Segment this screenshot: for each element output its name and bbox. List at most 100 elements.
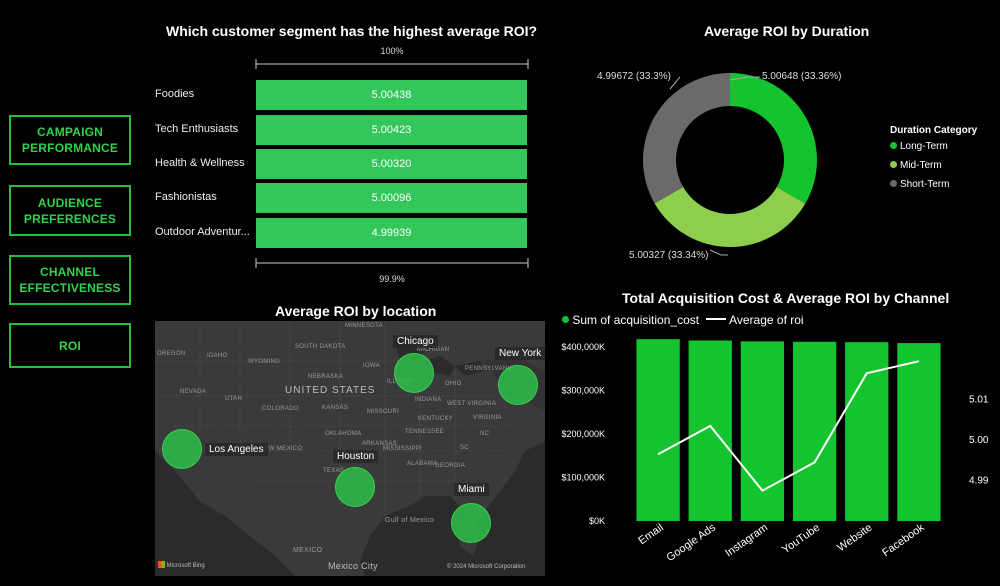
map-state-label: SOUTH DAKOTA [295, 344, 346, 350]
channel-chart-legend: Sum of acquisition_cost Average of roi [562, 313, 804, 327]
donut-slice-long-term[interactable] [730, 73, 817, 204]
map-city-label: Houston [333, 450, 379, 463]
legend-item-long-term[interactable]: Long-Term [890, 141, 948, 152]
legend-bar-label[interactable]: Sum of acquisition_cost [572, 313, 700, 327]
map-state-label: UTAH [225, 396, 243, 402]
legend-line-icon [706, 318, 727, 320]
map-state-label: MISSOURI [367, 409, 400, 415]
map-mexico-label: MEXICO [293, 547, 323, 554]
x-tick-label: Google Ads [664, 521, 718, 564]
map-state-label: KANSAS [322, 405, 349, 411]
map-state-label: ARKANSAS [362, 441, 398, 447]
bing-label: Microsoft Bing [166, 563, 205, 569]
microsoft-logo-icon [158, 561, 165, 568]
nav-audience-preferences-button[interactable]: AUDIENCE PREFERENCES [9, 185, 131, 236]
legend-bar-dot-icon [562, 316, 569, 323]
bing-logo: Microsoft Bing [158, 561, 205, 569]
map-state-label: WEST VIRGINIA [447, 401, 497, 407]
nav-campaign-performance-button[interactable]: CAMPAIGN PERFORMANCE [9, 115, 131, 165]
bar-youtube[interactable] [792, 341, 837, 521]
map-state-label: OKLAHOMA [325, 431, 362, 437]
x-tick-label: YouTube [780, 522, 822, 557]
donut-label-long-term: 5.00648 (33.36%) [762, 71, 842, 82]
map-state-label: WYOMING [248, 359, 281, 365]
y-left-tick-label: $300,000K [561, 386, 605, 396]
y-left-tick-label: $200,000K [561, 429, 605, 439]
y-left-tick-label: $100,000K [561, 473, 605, 483]
map-bubble-los-angeles[interactable] [162, 429, 202, 469]
x-tick-label: Email [636, 522, 665, 548]
roi-line[interactable] [657, 360, 920, 492]
segment-row[interactable]: Fashionistas 5.00096 [155, 183, 535, 213]
map-state-label: NEVADA [180, 389, 207, 395]
legend-line-label[interactable]: Average of roi [729, 313, 804, 327]
map-state-label: IDAHO [207, 353, 228, 359]
duration-chart-title: Average ROI by Duration [704, 23, 870, 39]
map-state-label: KENTUCKY [418, 416, 454, 422]
legend-label: Short-Term [900, 179, 950, 190]
map-state-label: NC [480, 431, 490, 437]
legend-item-mid-term[interactable]: Mid-Term [890, 160, 942, 171]
bar-google-ads[interactable] [688, 340, 732, 521]
donut-slice-mid-term[interactable] [654, 186, 806, 248]
x-tick-label: Instagram [723, 522, 770, 560]
segment-bar[interactable]: 5.00423 [256, 115, 527, 145]
map-city-label: Los Angeles [205, 443, 268, 456]
map-state-label: TEXAS [323, 468, 345, 474]
bar-website[interactable] [845, 342, 889, 521]
map-state-label: MISSISSIPPI [383, 446, 422, 452]
map-state-label: VIRGINIA [473, 415, 502, 421]
segment-bar[interactable]: 4.99939 [256, 218, 527, 248]
location-map[interactable]: MINNESOTA OREGON IDAHO WYOMING SOUTH DAK… [155, 321, 545, 576]
map-state-label: NEBRASKA [308, 374, 344, 380]
segment-row[interactable]: Outdoor Adventur... 4.99939 [155, 218, 535, 248]
map-bubble-chicago[interactable] [394, 353, 434, 393]
legend-item-short-term[interactable]: Short-Term [890, 179, 949, 190]
map-state-label: MICHIGAN [417, 347, 450, 353]
map-copyright: © 2024 Microsoft Corporation [447, 564, 526, 570]
map-mexico-city-label: Mexico City [328, 561, 378, 571]
map-city-label: Chicago [393, 335, 438, 348]
segment-scale-bottom: 99.9% [379, 274, 405, 284]
segment-row[interactable]: Tech Enthusiasts 5.00423 [155, 115, 535, 145]
donut-label-mid-term: 5.00327 (33.34%) [629, 250, 709, 261]
segment-bar[interactable]: 5.00438 [256, 80, 527, 110]
channel-chart-title: Total Acquisition Cost & Average ROI by … [622, 290, 950, 306]
map-bubble-new-york[interactable] [498, 365, 538, 405]
segment-scale-top-bracket [255, 59, 529, 69]
map-gulf-label: Gulf of Mexico [385, 517, 434, 524]
legend-dot-icon [890, 142, 897, 149]
location-map-title: Average ROI by location [275, 303, 437, 319]
map-city-label: New York [495, 347, 545, 360]
segment-bar[interactable]: 5.00320 [256, 149, 527, 179]
segment-scale-bottom-bracket [255, 258, 529, 268]
y-right-tick-label: 5.00 [969, 435, 989, 446]
map-bubble-miami[interactable] [451, 503, 491, 543]
duration-legend-title: Duration Category [890, 125, 978, 136]
map-state-label: MINNESOTA [345, 323, 383, 329]
segment-row[interactable]: Health & Wellness 5.00320 [155, 149, 535, 179]
map-state-label: TENNESSEE [405, 429, 445, 435]
nav-channel-effectiveness-button[interactable]: CHANNEL EFFECTIVENESS [9, 255, 131, 305]
legend-label: Mid-Term [900, 160, 942, 171]
segment-bar[interactable]: 5.00096 [256, 183, 527, 213]
map-state-label: OREGON [157, 351, 186, 357]
legend-dot-icon [890, 180, 897, 187]
bar-instagram[interactable] [740, 341, 785, 521]
donut-slice-short-term[interactable] [643, 73, 730, 204]
map-city-label: Miami [454, 483, 489, 496]
y-left-tick-label: $0K [589, 516, 605, 526]
legend-label: Long-Term [900, 141, 948, 152]
segment-row[interactable]: Foodies 5.00438 [155, 80, 535, 110]
bar-email[interactable] [636, 339, 680, 521]
map-bubble-houston[interactable] [335, 467, 375, 507]
legend-dot-icon [890, 161, 897, 168]
map-state-label: PENNSYLVANIA [465, 366, 514, 372]
map-state-label: COLORADO [262, 406, 299, 412]
bar-facebook[interactable] [897, 343, 941, 521]
nav-roi-button[interactable]: ROI [9, 323, 131, 368]
segment-scale-top: 100% [380, 46, 404, 56]
map-state-label: GEORGIA [435, 463, 466, 469]
map-country-label: UNITED STATES [285, 385, 376, 396]
